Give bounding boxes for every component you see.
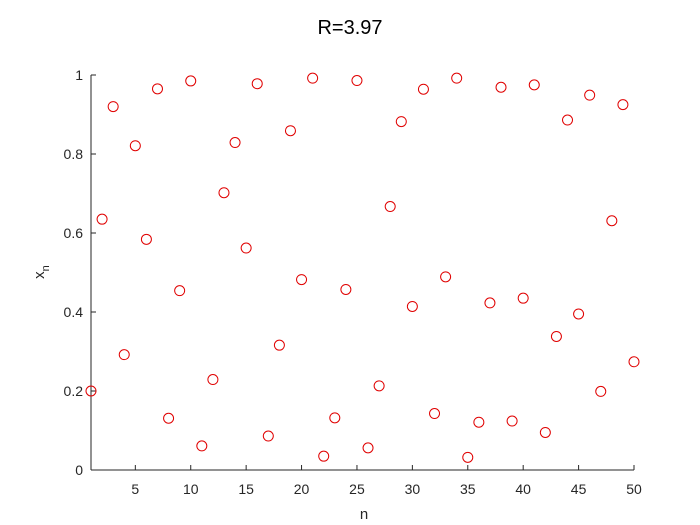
data-point — [318, 450, 330, 462]
data-point — [174, 285, 186, 297]
data-point — [129, 140, 141, 152]
data-point — [562, 114, 574, 126]
data-point — [251, 78, 263, 90]
data-point — [163, 412, 175, 424]
data-point — [229, 137, 241, 149]
data-point — [96, 213, 108, 225]
y-axis-label-group: xn — [31, 265, 52, 279]
data-point — [517, 292, 529, 304]
data-point — [362, 442, 374, 454]
data-point — [395, 116, 407, 128]
data-point — [506, 415, 518, 427]
data-point — [528, 79, 540, 91]
data-point — [340, 283, 352, 295]
data-point — [373, 380, 385, 392]
y-tick-label: 1 — [75, 67, 83, 83]
data-point — [351, 75, 363, 87]
data-point — [218, 187, 230, 199]
x-tick-label: 40 — [515, 481, 531, 497]
y-axis-label-subscript: n — [40, 265, 52, 271]
data-point — [118, 349, 130, 361]
data-point — [417, 83, 429, 95]
x-tick-label: 20 — [294, 481, 310, 497]
data-point — [484, 297, 496, 309]
data-point — [151, 83, 163, 95]
data-point — [584, 89, 596, 101]
x-tick-label: 45 — [571, 481, 587, 497]
data-point — [495, 81, 507, 93]
data-point — [140, 233, 152, 245]
x-tick-label: 15 — [238, 481, 254, 497]
data-point — [462, 451, 474, 463]
data-point — [595, 385, 607, 397]
data-point — [617, 99, 629, 111]
data-point — [606, 215, 618, 227]
data-point — [384, 201, 396, 213]
axes: 5 10 15 20 25 30 35 40 45 50 0 0.2 0.4 0.6 0.8 1 — [64, 67, 642, 497]
data-point — [539, 426, 551, 438]
x-axis-label: n — [360, 506, 368, 523]
data-point — [296, 274, 308, 286]
y-tick-label: 0 — [75, 462, 83, 478]
x-tick-label: 30 — [405, 481, 421, 497]
data-point — [440, 271, 452, 283]
y-axis-label-main: x — [31, 271, 48, 279]
data-point — [196, 440, 208, 452]
x-tick-label: 5 — [131, 481, 139, 497]
data-point — [185, 75, 197, 87]
x-tick-label: 50 — [626, 481, 642, 497]
data-point — [273, 339, 285, 351]
x-tick-label: 10 — [183, 481, 199, 497]
y-tick-label: 0.2 — [64, 383, 84, 399]
data-point — [284, 125, 296, 137]
data-point — [262, 430, 274, 442]
data-point — [628, 356, 640, 368]
y-tick-label: 0.8 — [64, 146, 84, 162]
data-point — [107, 101, 119, 113]
data-point — [85, 385, 97, 397]
data-point — [473, 416, 485, 428]
data-points — [85, 72, 640, 463]
y-tick-label: 0.6 — [64, 225, 84, 241]
data-point — [429, 408, 441, 420]
data-point — [240, 242, 252, 254]
chart-title: R=3.97 — [317, 17, 382, 39]
data-point — [573, 308, 585, 320]
y-axis-label: xn — [31, 265, 52, 279]
y-tick-label: 0.4 — [64, 304, 84, 320]
data-point — [307, 72, 319, 84]
data-point — [329, 412, 341, 424]
x-tick-label: 35 — [460, 481, 476, 497]
data-point — [451, 72, 463, 84]
data-point — [550, 330, 562, 342]
data-point — [207, 374, 219, 386]
data-point — [406, 300, 418, 312]
x-tick-label: 25 — [349, 481, 365, 497]
